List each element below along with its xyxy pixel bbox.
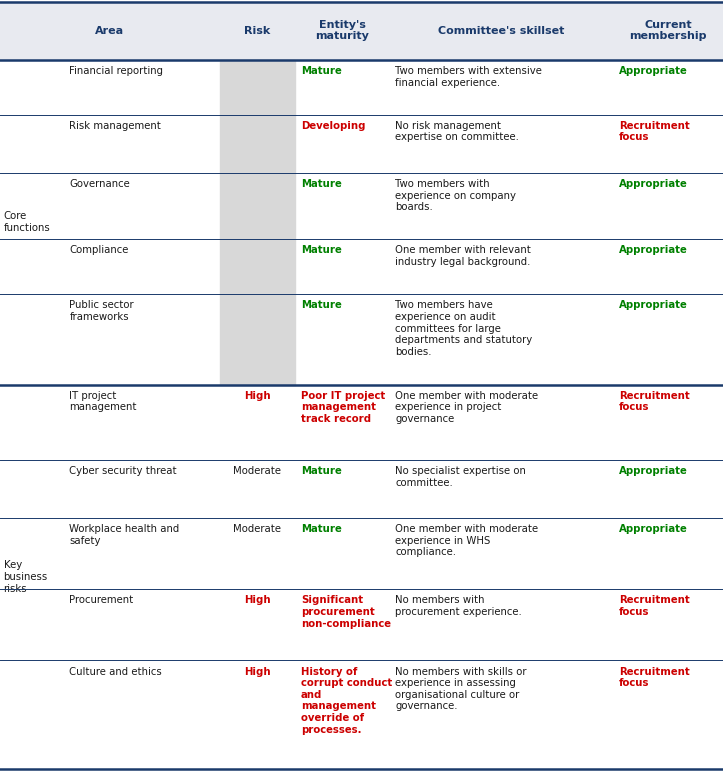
Text: Recruitment
focus: Recruitment focus: [619, 391, 690, 412]
Bar: [220, 173, 295, 239]
Bar: [0, 2, 723, 59]
Text: Two members with
experience on company
boards.: Two members with experience on company b…: [395, 179, 516, 212]
Text: Moderate: Moderate: [234, 524, 281, 534]
Text: Governance: Governance: [69, 179, 130, 189]
Text: Culture and ethics: Culture and ethics: [69, 666, 162, 676]
Text: Cyber security threat: Cyber security threat: [69, 466, 177, 476]
Text: Appropriate: Appropriate: [619, 245, 688, 255]
Text: Recruitment
focus: Recruitment focus: [619, 121, 690, 143]
Text: Core
functions: Core functions: [4, 211, 51, 233]
Text: History of
corrupt conduct
and
management
override of
processes.: History of corrupt conduct and managemen…: [301, 666, 392, 735]
Text: Appropriate: Appropriate: [619, 301, 688, 310]
Text: High: High: [244, 666, 270, 676]
Text: No members with
procurement experience.: No members with procurement experience.: [395, 595, 522, 617]
Text: Mature: Mature: [301, 66, 341, 76]
Text: One member with relevant
industry legal background.: One member with relevant industry legal …: [395, 245, 531, 267]
Text: Compliance: Compliance: [69, 245, 129, 255]
Bar: [220, 295, 295, 385]
Text: Appropriate: Appropriate: [619, 179, 688, 189]
Text: Moderate: Moderate: [234, 466, 281, 476]
Text: Mature: Mature: [301, 179, 341, 189]
Text: Area: Area: [95, 25, 124, 35]
Text: Financial reporting: Financial reporting: [69, 66, 163, 76]
Text: Key
business
risks: Key business risks: [4, 561, 48, 594]
Text: Significant
procurement
non-compliance: Significant procurement non-compliance: [301, 595, 390, 628]
Text: Mature: Mature: [301, 524, 341, 534]
Bar: [220, 115, 295, 173]
Text: Risk management: Risk management: [69, 121, 161, 131]
Text: Recruitment
focus: Recruitment focus: [619, 666, 690, 688]
Text: Recruitment
focus: Recruitment focus: [619, 595, 690, 617]
Text: High: High: [244, 391, 270, 401]
Text: Poor IT project
management
track record: Poor IT project management track record: [301, 391, 385, 424]
Text: Appropriate: Appropriate: [619, 524, 688, 534]
Text: IT project
management: IT project management: [69, 391, 137, 412]
Text: Two members have
experience on audit
committees for large
departments and statut: Two members have experience on audit com…: [395, 301, 533, 357]
Text: Mature: Mature: [301, 466, 341, 476]
Text: Procurement: Procurement: [69, 595, 134, 605]
Text: No members with skills or
experience in assessing
organisational culture or
gove: No members with skills or experience in …: [395, 666, 527, 712]
Text: Workplace health and
safety: Workplace health and safety: [69, 524, 179, 546]
Text: Mature: Mature: [301, 301, 341, 310]
Text: Committee's skillset: Committee's skillset: [438, 25, 565, 35]
Text: One member with moderate
experience in project
governance: One member with moderate experience in p…: [395, 391, 539, 424]
Text: Risk: Risk: [244, 25, 270, 35]
Text: Current
membership: Current membership: [629, 20, 707, 42]
Text: One member with moderate
experience in WHS
compliance.: One member with moderate experience in W…: [395, 524, 539, 557]
Text: Two members with extensive
financial experience.: Two members with extensive financial exp…: [395, 66, 542, 88]
Text: Appropriate: Appropriate: [619, 66, 688, 76]
Text: Appropriate: Appropriate: [619, 466, 688, 476]
Text: Developing: Developing: [301, 121, 365, 131]
Text: Entity's
maturity: Entity's maturity: [315, 20, 369, 42]
Bar: [220, 59, 295, 115]
Text: High: High: [244, 595, 270, 605]
Text: Public sector
frameworks: Public sector frameworks: [69, 301, 134, 322]
Text: No risk management
expertise on committee.: No risk management expertise on committe…: [395, 121, 519, 143]
Text: No specialist expertise on
committee.: No specialist expertise on committee.: [395, 466, 526, 487]
Text: Mature: Mature: [301, 245, 341, 255]
Bar: [220, 239, 295, 295]
